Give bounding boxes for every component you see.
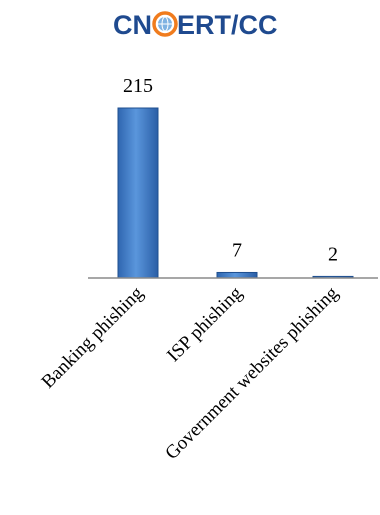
value-label-2: 2 — [328, 243, 338, 265]
logo-text-left: CN — [113, 10, 152, 40]
plot-area: 215 7 2 Banking phishing ISP phishingGovernm… — [38, 75, 378, 464]
bar-0 — [117, 107, 159, 279]
cncert-logo: CN ERT/CC — [113, 10, 278, 40]
value-label-0: 215 — [123, 75, 153, 97]
category-label-0: Banking phishing — [38, 282, 148, 392]
value-label-1: 7 — [232, 239, 242, 261]
logo-globe-icon — [152, 11, 178, 37]
bar-1 — [216, 271, 258, 279]
logo-text-right: ERT/CC — [177, 10, 278, 40]
category-label-1: ISP phishing — [163, 282, 247, 366]
category-label-2: Government websites phishing — [161, 282, 343, 464]
